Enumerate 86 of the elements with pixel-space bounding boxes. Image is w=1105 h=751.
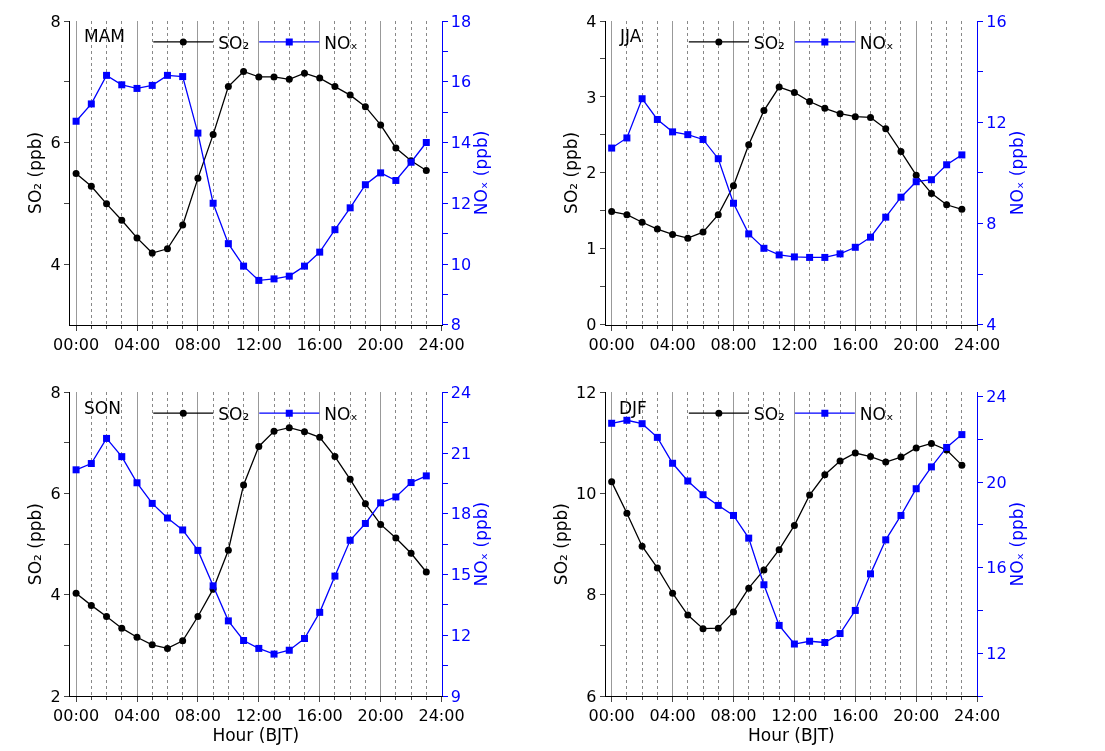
legend-label: NOₓ xyxy=(324,403,358,424)
chart-title: JJA xyxy=(619,26,642,46)
y2-tick-label: 12 xyxy=(986,643,1007,663)
x-tick-label: 24:00 xyxy=(418,334,465,354)
y2-tick-label: 8 xyxy=(450,315,461,335)
x-tick-label: 16:00 xyxy=(296,334,343,354)
y-tick-label: 6 xyxy=(50,484,61,504)
legend-label: SO₂ xyxy=(753,32,785,53)
y2-tick-label: 18 xyxy=(450,504,472,524)
x-tick-label: 24:00 xyxy=(954,334,1001,354)
y-tick-label: 4 xyxy=(586,11,597,31)
y2-tick-label: 18 xyxy=(450,11,472,31)
y-axis-title: SO₂ (ppb) xyxy=(550,503,571,586)
chart-title: MAM xyxy=(84,26,125,46)
x-tick-label: 12:00 xyxy=(235,334,282,354)
x-tick-label: 00:00 xyxy=(53,334,100,354)
chart-title: DJF xyxy=(619,398,647,418)
x-tick-label: 00:00 xyxy=(53,706,100,726)
x-tick-label: 20:00 xyxy=(357,334,404,354)
y2-tick-label: 20 xyxy=(986,472,1007,492)
x-axis-title: Hour (BJT) xyxy=(212,725,300,746)
x-tick-label: 12:00 xyxy=(771,706,818,726)
y-tick-label: 8 xyxy=(50,382,61,402)
legend-label: SO₂ xyxy=(218,32,250,53)
y2-tick-label: 8 xyxy=(986,214,997,234)
y-tick-label: 6 xyxy=(50,133,61,153)
y-axis-title: SO₂ (ppb) xyxy=(25,503,46,586)
y2-tick-label: 14 xyxy=(450,133,472,153)
y2-tick-label: 21 xyxy=(450,443,472,463)
legend-label: NOₓ xyxy=(324,32,358,53)
x-tick-label: 12:00 xyxy=(771,334,818,354)
y2-tick-label: 10 xyxy=(450,254,472,274)
y2-axis-title: NOₓ (ppb) xyxy=(471,501,492,587)
y2-tick-label: 12 xyxy=(450,625,472,645)
x-tick-label: 08:00 xyxy=(174,706,221,726)
y-tick-label: 4 xyxy=(50,585,61,605)
x-axis-title: Hour (BJT) xyxy=(747,725,835,746)
y-axis-title: SO₂ (ppb) xyxy=(560,131,581,214)
x-tick-label: 16:00 xyxy=(832,706,879,726)
y2-tick-label: 4 xyxy=(986,315,997,335)
y2-tick-label: 15 xyxy=(450,565,472,585)
y-axis-title: SO₂ (ppb) xyxy=(25,131,46,214)
legend-label: NOₓ xyxy=(859,32,894,53)
x-tick-label: 04:00 xyxy=(649,334,696,354)
x-tick-label: 00:00 xyxy=(588,334,635,354)
legend-label: SO₂ xyxy=(753,403,785,424)
x-tick-label: 16:00 xyxy=(296,706,343,726)
y-tick-label: 2 xyxy=(586,163,597,183)
y2-tick-label: 9 xyxy=(450,686,461,706)
x-tick-label: 04:00 xyxy=(113,706,161,726)
y2-axis-title: NOₓ (ppb) xyxy=(471,130,492,216)
x-tick-label: 08:00 xyxy=(710,334,757,354)
y-tick-label: 3 xyxy=(586,87,597,107)
x-tick-label: 08:00 xyxy=(710,706,757,726)
x-tick-label: 24:00 xyxy=(954,706,1001,726)
y-tick-label: 10 xyxy=(576,484,597,504)
y-tick-label: 6 xyxy=(586,686,597,706)
y-tick-label: 8 xyxy=(50,11,61,31)
y2-axis-title: NOₓ (ppb) xyxy=(1006,501,1027,587)
y-tick-label: 8 xyxy=(586,585,597,605)
legend-label: NOₓ xyxy=(859,403,894,424)
y-tick-label: 2 xyxy=(50,686,61,706)
y2-tick-label: 16 xyxy=(986,11,1007,31)
x-tick-label: 12:00 xyxy=(235,706,282,726)
y-tick-label: 4 xyxy=(50,254,61,274)
y2-axis-title: NOₓ (ppb) xyxy=(1006,130,1027,216)
x-tick-label: 04:00 xyxy=(113,334,161,354)
y2-tick-label: 24 xyxy=(450,382,472,402)
y2-tick-label: 16 xyxy=(450,72,472,92)
chart-title: SON xyxy=(84,398,121,418)
x-tick-label: 16:00 xyxy=(832,334,879,354)
x-tick-label: 20:00 xyxy=(893,706,940,726)
y-tick-label: 1 xyxy=(586,239,597,259)
x-tick-label: 24:00 xyxy=(418,706,465,726)
y2-tick-label: 12 xyxy=(450,193,472,213)
x-tick-label: 04:00 xyxy=(649,706,696,726)
legend-label: SO₂ xyxy=(218,403,250,424)
y2-tick-label: 12 xyxy=(986,112,1007,132)
x-tick-label: 20:00 xyxy=(893,334,940,354)
y-tick-label: 0 xyxy=(586,315,597,335)
y2-tick-label: 24 xyxy=(986,387,1007,407)
x-tick-label: 00:00 xyxy=(588,706,635,726)
y2-tick-label: 16 xyxy=(986,558,1007,578)
x-tick-label: 20:00 xyxy=(357,706,404,726)
x-tick-label: 08:00 xyxy=(174,334,221,354)
y-tick-label: 12 xyxy=(576,382,597,402)
